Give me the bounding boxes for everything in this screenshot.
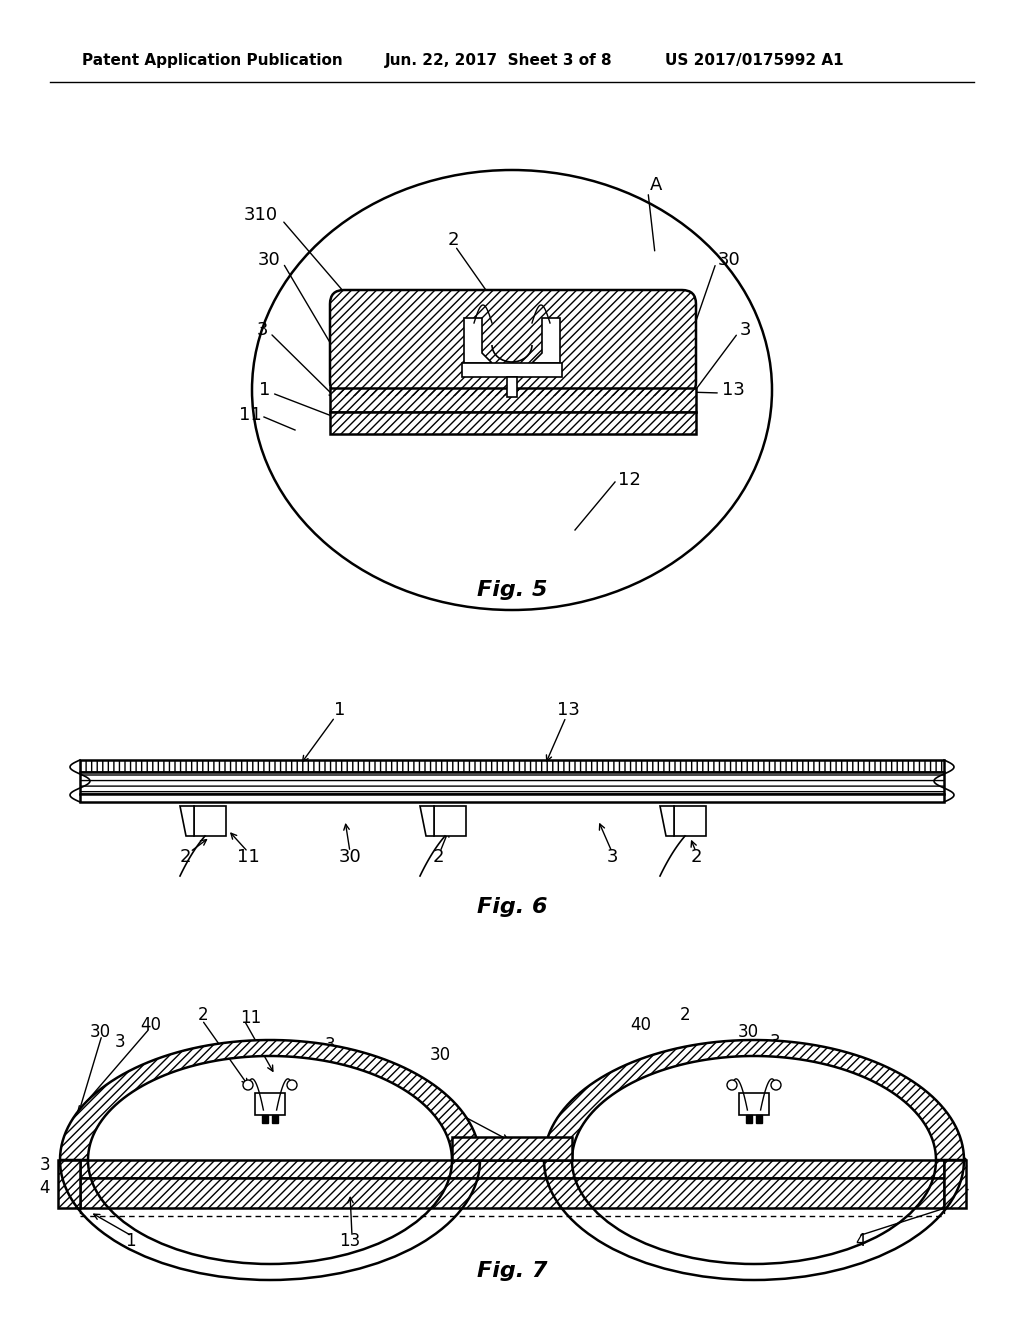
Bar bbox=[330, 388, 696, 412]
Bar bbox=[452, 1137, 572, 1160]
Text: US 2017/0175992 A1: US 2017/0175992 A1 bbox=[665, 53, 844, 67]
Polygon shape bbox=[180, 807, 194, 836]
Text: 2: 2 bbox=[432, 847, 443, 866]
Text: 30: 30 bbox=[90, 1023, 112, 1041]
Text: Fig. 6: Fig. 6 bbox=[477, 898, 547, 917]
Polygon shape bbox=[60, 1040, 480, 1160]
Text: 3: 3 bbox=[325, 1036, 335, 1053]
Text: 3: 3 bbox=[256, 321, 268, 339]
Text: 30: 30 bbox=[738, 1023, 759, 1041]
Text: 30: 30 bbox=[429, 1045, 451, 1064]
Text: 13: 13 bbox=[557, 701, 580, 719]
Circle shape bbox=[287, 1080, 297, 1090]
Text: Fig. 5: Fig. 5 bbox=[477, 579, 547, 601]
Text: A: A bbox=[650, 176, 663, 194]
Bar bbox=[462, 363, 562, 378]
Text: 1: 1 bbox=[259, 381, 270, 399]
Bar bbox=[255, 1093, 285, 1115]
Bar bbox=[80, 772, 944, 795]
Polygon shape bbox=[532, 318, 560, 363]
Text: 2: 2 bbox=[198, 1006, 209, 1024]
Text: 13: 13 bbox=[339, 1232, 360, 1250]
Text: Patent Application Publication: Patent Application Publication bbox=[82, 53, 343, 67]
Text: 2: 2 bbox=[690, 847, 701, 866]
Circle shape bbox=[243, 1080, 253, 1090]
Bar bbox=[674, 807, 706, 836]
Text: 3: 3 bbox=[39, 1156, 50, 1173]
Text: 12: 12 bbox=[618, 471, 641, 488]
Bar bbox=[756, 1115, 762, 1123]
Text: 4: 4 bbox=[855, 1232, 865, 1250]
Bar bbox=[194, 807, 226, 836]
Text: 1: 1 bbox=[125, 1232, 135, 1250]
Text: 11: 11 bbox=[240, 1008, 261, 1027]
Bar bbox=[944, 1160, 966, 1208]
Text: 11: 11 bbox=[240, 407, 262, 424]
Text: 2: 2 bbox=[449, 231, 460, 249]
Bar bbox=[80, 795, 944, 803]
Bar bbox=[58, 1160, 80, 1208]
Text: 40: 40 bbox=[630, 1016, 651, 1034]
FancyBboxPatch shape bbox=[330, 290, 696, 396]
Text: 30: 30 bbox=[718, 251, 740, 269]
Bar bbox=[330, 412, 696, 434]
Bar bbox=[507, 378, 517, 397]
Circle shape bbox=[771, 1080, 781, 1090]
Text: 11: 11 bbox=[237, 847, 259, 866]
Text: 3: 3 bbox=[606, 847, 617, 866]
Text: 4: 4 bbox=[40, 1179, 50, 1197]
Text: 3: 3 bbox=[958, 1156, 969, 1173]
Text: Jun. 22, 2017  Sheet 3 of 8: Jun. 22, 2017 Sheet 3 of 8 bbox=[385, 53, 612, 67]
Text: 13: 13 bbox=[722, 381, 744, 399]
Text: 3: 3 bbox=[740, 321, 752, 339]
Text: 1: 1 bbox=[334, 701, 346, 719]
Text: 2: 2 bbox=[179, 847, 190, 866]
Text: 3: 3 bbox=[770, 1034, 780, 1051]
Bar bbox=[739, 1093, 769, 1115]
Text: Fig. 7: Fig. 7 bbox=[477, 1261, 547, 1280]
Polygon shape bbox=[464, 318, 492, 363]
Bar bbox=[80, 1160, 944, 1177]
Polygon shape bbox=[544, 1040, 964, 1160]
Circle shape bbox=[727, 1080, 737, 1090]
Text: 2: 2 bbox=[680, 1006, 690, 1024]
Polygon shape bbox=[420, 807, 434, 836]
Bar bbox=[80, 760, 944, 772]
Bar bbox=[434, 807, 466, 836]
Bar bbox=[272, 1115, 278, 1123]
Text: 40: 40 bbox=[140, 1016, 161, 1034]
Text: 30: 30 bbox=[339, 847, 361, 866]
Text: 4: 4 bbox=[958, 1179, 969, 1197]
Text: 3: 3 bbox=[115, 1034, 126, 1051]
Text: 30: 30 bbox=[257, 251, 280, 269]
Polygon shape bbox=[660, 807, 674, 836]
Bar bbox=[262, 1115, 268, 1123]
Bar bbox=[746, 1115, 752, 1123]
Text: 310: 310 bbox=[244, 206, 278, 224]
Bar bbox=[80, 1177, 944, 1208]
